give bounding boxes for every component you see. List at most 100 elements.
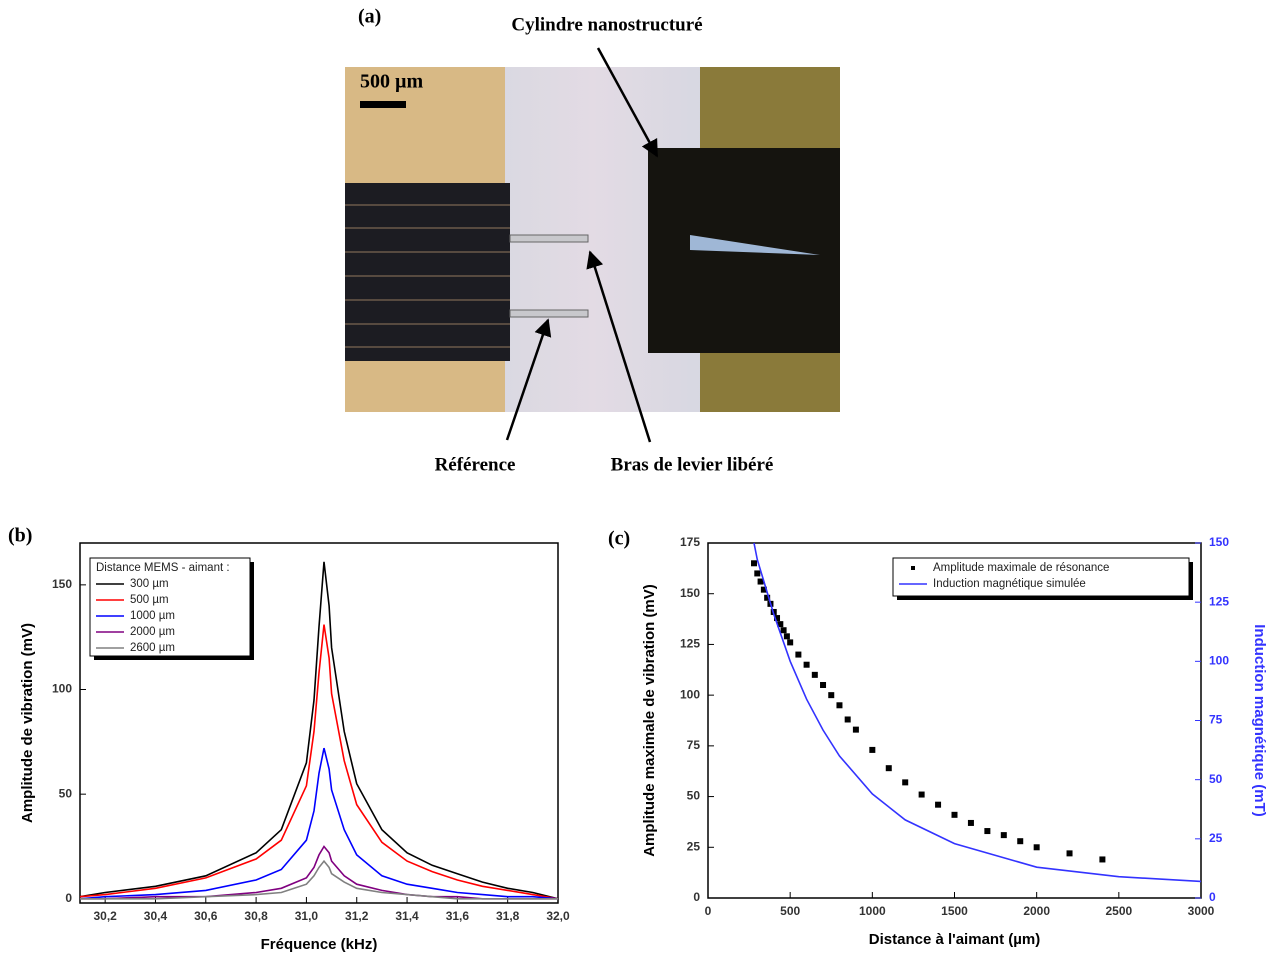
x-tick-label: 3000 (1188, 904, 1215, 918)
legend-label: 500 µm (130, 594, 169, 606)
x-tick-label: 2500 (1105, 904, 1132, 918)
legend-label: 1000 µm (130, 610, 175, 622)
x-tick-label: 2000 (1023, 904, 1050, 918)
x-tick-label: 0 (705, 904, 712, 918)
legend-swatch (911, 566, 915, 570)
scatter-point (967, 819, 974, 826)
x-tick-label: 30,2 (93, 909, 117, 923)
y2-tick-label: 0 (1209, 890, 1216, 904)
photo (345, 67, 840, 412)
y-tick-label: 75 (687, 738, 701, 752)
scatter-point (1099, 856, 1106, 863)
scatter-point (828, 692, 835, 699)
series-line (79, 624, 559, 900)
y-tick-label: 50 (687, 789, 701, 803)
panel-label: (a) (358, 6, 381, 28)
annotation: Cylindre nanostructuré (511, 14, 702, 35)
scatter-point (869, 746, 876, 753)
scatter-point (777, 621, 784, 628)
y-tick-label: 175 (680, 535, 700, 549)
scatter-point (803, 661, 810, 668)
x-tick-label: 31,2 (345, 909, 369, 923)
y-tick-label: 100 (52, 682, 72, 696)
scatter-point (1033, 844, 1040, 851)
legend-label: 300 µm (130, 578, 169, 590)
panel-label: (b) (8, 525, 32, 547)
y2-tick-label: 100 (1209, 654, 1229, 668)
y-tick-label: 125 (680, 637, 700, 651)
scatter-point (1000, 832, 1007, 839)
scatter-point (902, 779, 909, 786)
y-tick-label: 25 (687, 839, 701, 853)
legend-box (89, 557, 251, 657)
scatter-point (811, 671, 818, 678)
x-tick-label: 1000 (859, 904, 886, 918)
scatter-point (751, 560, 758, 567)
plot-frame (79, 542, 559, 904)
arrows (505, 47, 659, 443)
x-tick-label: 30,8 (244, 909, 268, 923)
x-axis-label: Fréquence (kHz) (261, 936, 378, 953)
series-line (80, 845, 558, 900)
x-tick-label: 32,0 (546, 909, 570, 923)
x-tick-label: 1500 (941, 904, 968, 918)
x-tick-label: 31,4 (395, 909, 419, 923)
series-line (753, 542, 1202, 883)
legend-label: 2600 µm (130, 642, 175, 654)
series-line (79, 747, 559, 900)
scatter-point (1017, 838, 1024, 845)
y2-axis-label: Induction magnétique (mT) (1251, 624, 1268, 817)
x-tick-label: 31,8 (496, 909, 520, 923)
scatter-point (795, 651, 802, 658)
scatter-point (1066, 850, 1073, 857)
annotation: Bras de levier libéré (611, 454, 774, 475)
panel-label: (c) (608, 528, 630, 550)
y2-tick-label: 75 (1209, 713, 1223, 727)
scatter-point (754, 570, 761, 577)
scatter-point (764, 594, 771, 601)
scatter-point (918, 791, 925, 798)
y2-tick-label: 125 (1209, 594, 1229, 608)
y-axis-label: Amplitude de vibration (mV) (19, 623, 36, 823)
x-tick-label: 31,0 (295, 909, 319, 923)
y-tick-label: 100 (680, 687, 700, 701)
y-tick-label: 150 (52, 577, 72, 591)
legend-box (892, 557, 1190, 597)
scatter-point (852, 726, 859, 733)
scatter-point (836, 702, 843, 709)
scatter-point (780, 627, 787, 634)
y2-tick-label: 25 (1209, 831, 1223, 845)
y-tick-label: 150 (680, 586, 700, 600)
annotation: Référence (435, 454, 516, 475)
scatter-point (984, 828, 991, 835)
scatter-point (951, 811, 958, 818)
scatter-point (760, 586, 767, 593)
y2-tick-label: 50 (1209, 772, 1223, 786)
series-line (80, 859, 558, 900)
x-tick-label: 31,6 (446, 909, 470, 923)
legend-label: Amplitude maximale de résonance (933, 562, 1109, 574)
scatter-point (935, 801, 942, 808)
scatter-point (757, 578, 764, 585)
scatter-point (774, 615, 781, 622)
legend-label: 2000 µm (130, 626, 175, 638)
scatter-point (783, 633, 790, 640)
scatter-point (885, 765, 892, 772)
scale-label: 500 µm (360, 71, 424, 93)
series-line (79, 561, 559, 900)
x-tick-label: 30,4 (144, 909, 168, 923)
y-tick-label: 0 (693, 890, 700, 904)
y-axis-label: Amplitude maximale de vibration (mV) (641, 584, 658, 857)
scatter-point (820, 682, 827, 688)
y-tick-label: 0 (65, 891, 72, 905)
legend-title: Distance MEMS - aimant : (96, 562, 230, 574)
scatter-point (844, 716, 851, 723)
y-tick-label: 50 (59, 786, 73, 800)
legend-label: Induction magnétique simulée (933, 578, 1086, 590)
x-axis-label: Distance à l'aimant (µm) (869, 931, 1040, 948)
x-tick-label: 30,6 (194, 909, 218, 923)
y2-tick-label: 150 (1209, 535, 1229, 549)
x-tick-label: 500 (780, 904, 800, 918)
scatter-point (787, 639, 794, 646)
